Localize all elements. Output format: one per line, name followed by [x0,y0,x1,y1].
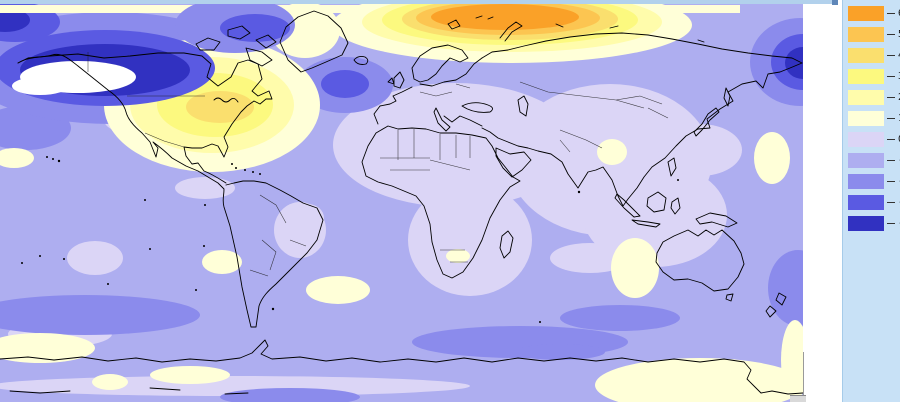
caspian-sea-outline [517,95,529,117]
legend-color-swatch [848,48,884,63]
small-island-dots [21,156,679,323]
legend-tick-mark [887,13,895,14]
legend-tick-mark [887,160,895,161]
legend-value-label: -4 [898,216,900,231]
antarctica-coastline [0,339,803,395]
legend-tick-mark [887,181,895,182]
legend-value-label: 2 [898,90,900,105]
legend-tick-mark [887,34,895,35]
antarctic-shore-fragments [9,387,249,395]
page-corner-fragment [790,395,806,402]
sakhalin [723,87,731,107]
legend-color-swatch [848,174,884,189]
legend-value-label: -3 [898,195,900,210]
japan [693,107,720,137]
legend-tick-mark [887,139,895,140]
map-right-edge-line [803,352,804,402]
legend-value-label: 5 [898,27,900,42]
west-europe-coastline [373,86,413,125]
legend-value-label: 0 [898,132,900,147]
window-top-border-cap [832,0,838,5]
north-america-east-coastline [17,52,273,184]
legend-tick-mark [887,223,895,224]
legend-entry: 6 [848,6,900,21]
legend-tick-mark [887,202,895,203]
arctic-warm-core [332,0,692,63]
australia-coastline [655,229,745,292]
madagascar-coastline [499,230,514,259]
legend-value-label: 6 [898,6,900,21]
legend-tick-mark [887,55,895,56]
british-isles [387,71,405,89]
sumatra [614,193,641,218]
arabia-coastline [495,147,532,178]
tasmania [725,293,734,302]
legend-value-label: 3 [898,69,900,84]
legend-color-swatch [848,195,884,210]
legend-entry: -2 [848,174,900,189]
legend-value-label: 4 [898,48,900,63]
world-anomaly-map [0,0,803,402]
scandinavia-coastline [411,44,469,83]
window-top-border [0,0,838,4]
italy-coastline [433,107,451,132]
legend-color-swatch [848,27,884,42]
legend-entry: 1 [848,111,900,126]
legend-color-swatch [848,153,884,168]
legend-entry: -1 [848,153,900,168]
legend-color-swatch [848,216,884,231]
map-image [0,0,803,402]
africa-coastline [361,125,521,279]
legend-value-label: -2 [898,174,900,189]
legend-entry: 2 [848,90,900,105]
legend-entry: -3 [848,195,900,210]
legend-entry: 4 [848,48,900,63]
legend-color-swatch [848,90,884,105]
great-lakes [213,97,239,103]
legend-entry: -4 [848,216,900,231]
new-zealand [765,292,787,318]
east-asia-coastline [481,62,803,207]
legend-color-swatch [848,69,884,84]
legend-tick-mark [887,97,895,98]
black-sea-outline [461,102,493,113]
borneo [646,191,667,213]
iceland-coastline [353,55,369,65]
legend-color-swatch [848,111,884,126]
legend-entry: 0 [848,132,900,147]
legend-entries: 6 5 4 3 2 1 0 -1 -2 -3 -4 [848,6,900,231]
mediterranean-north-coast [443,115,483,127]
baltic-coastline [419,57,483,87]
canadian-arctic-islands [195,25,277,67]
sulawesi [670,197,681,215]
legend-color-swatch [848,6,884,21]
legend-panel: 6 5 4 3 2 1 0 -1 -2 -3 -4 [842,0,900,402]
americas-coastline [17,53,324,328]
new-guinea [695,212,738,228]
legend-tick-mark [887,118,895,119]
legend-value-label: 1 [898,111,900,126]
java [631,219,661,228]
arctic-warm-core-islands [447,15,705,43]
country-borders [87,52,669,277]
legend-value-label: -1 [898,153,900,168]
siberia-north-coastline [481,32,803,64]
greenland-coastline [279,10,349,73]
coastlines [0,10,803,395]
legend-color-swatch [848,132,884,147]
legend-tick-mark [887,76,895,77]
philippines [667,157,677,177]
legend-entry: 5 [848,27,900,42]
legend-entry: 3 [848,69,900,84]
